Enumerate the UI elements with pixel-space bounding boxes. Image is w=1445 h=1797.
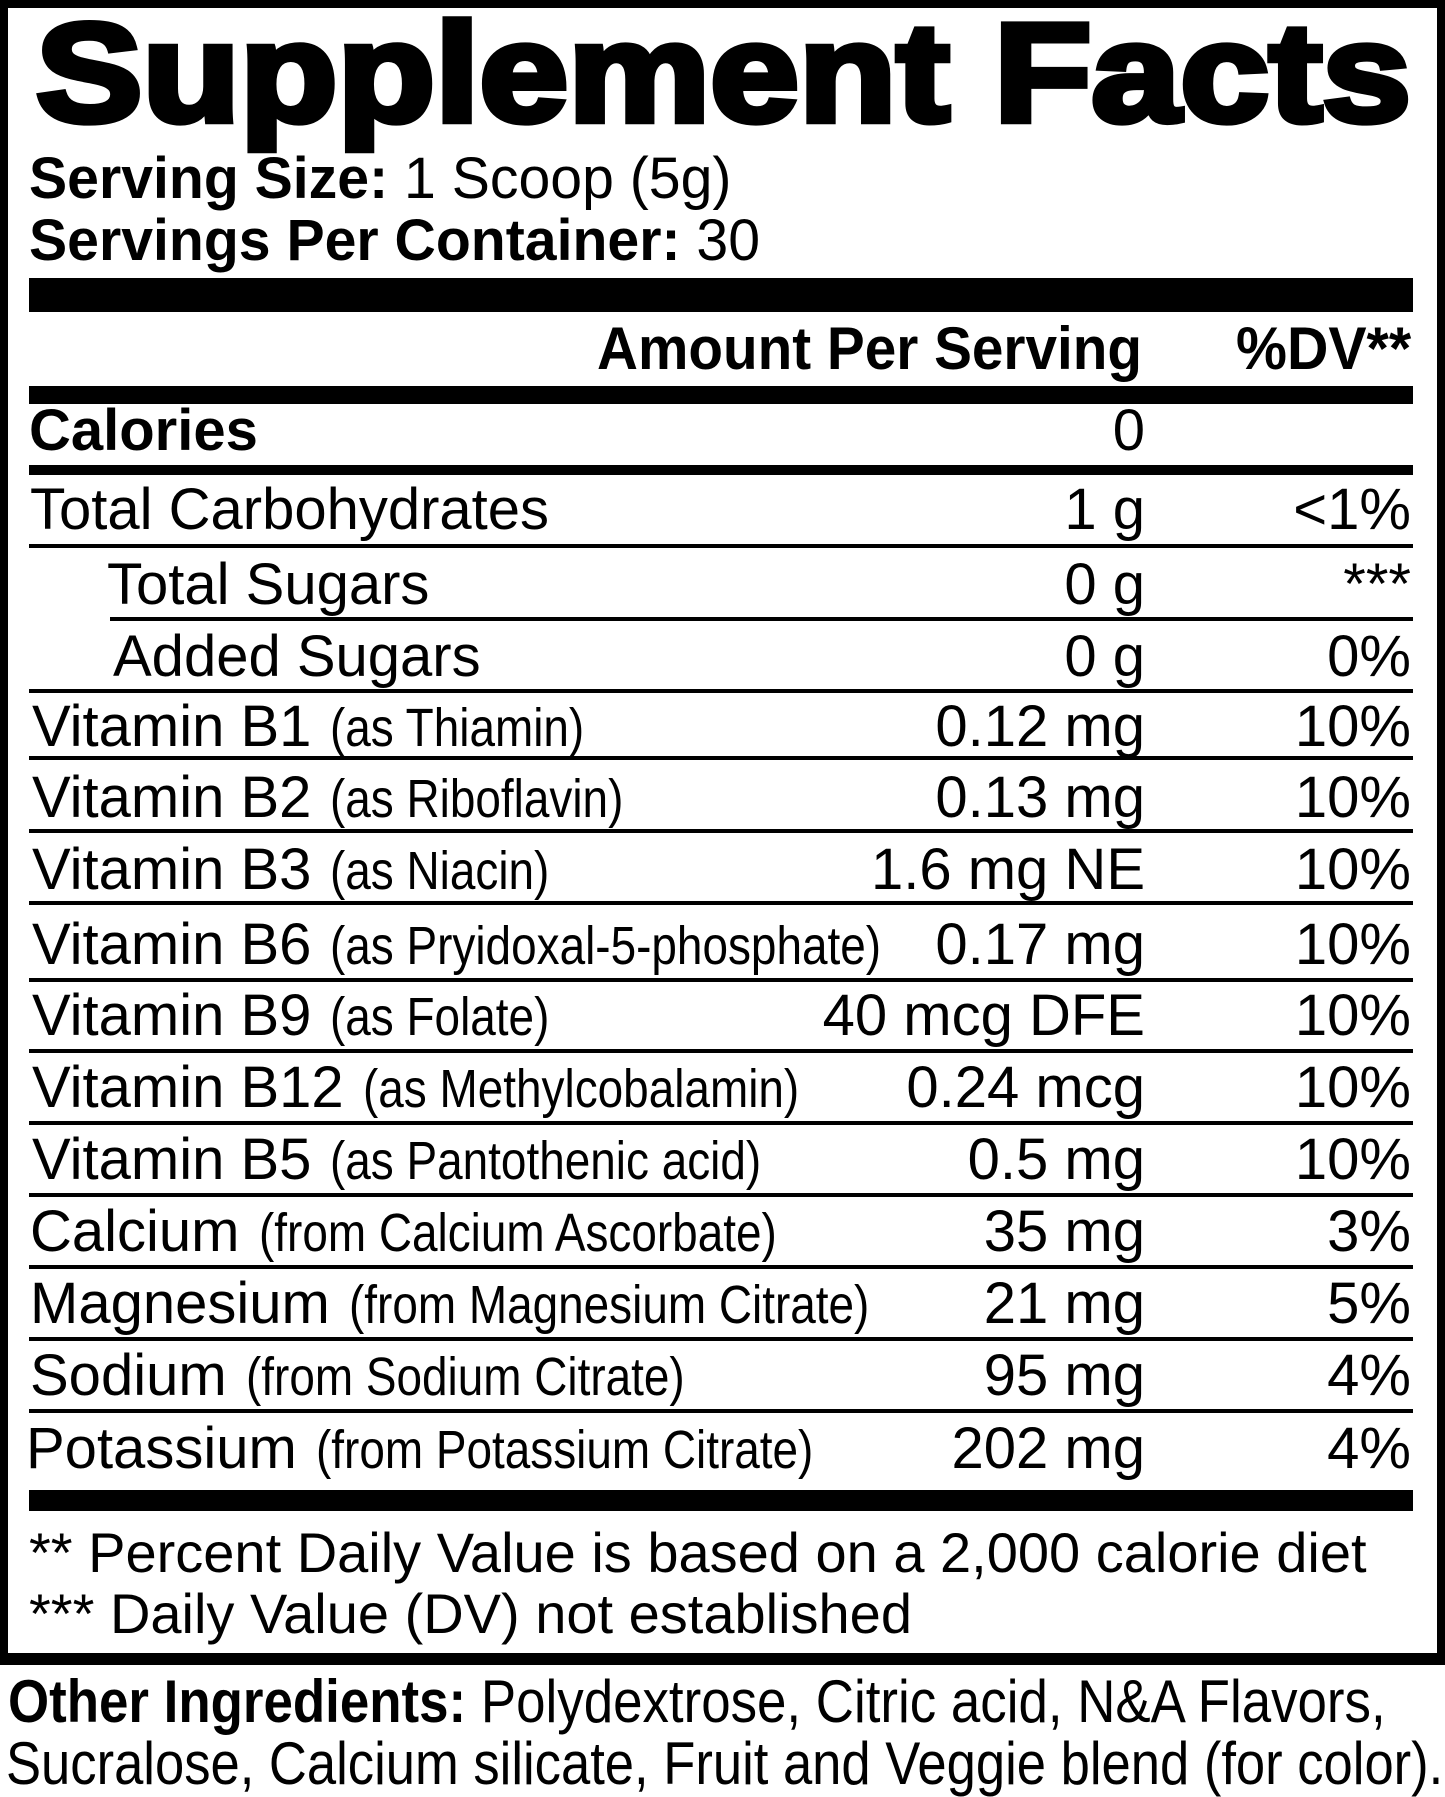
svg-text:Supplement Facts: Supplement Facts [36, 0, 1411, 151]
